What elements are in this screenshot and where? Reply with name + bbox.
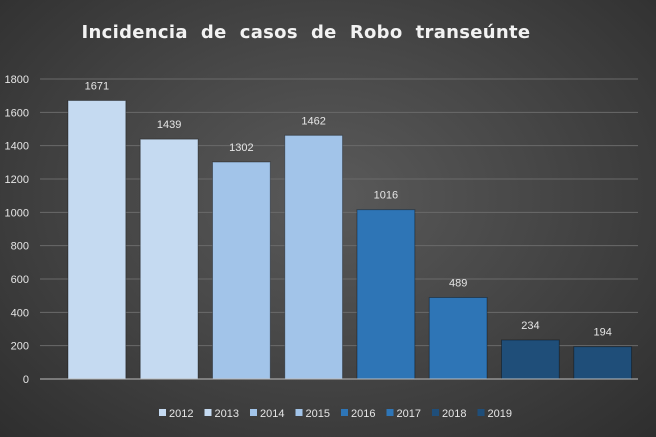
bar-2016 [356,209,416,380]
data-label-2014: 1302 [229,142,253,154]
legend-swatch-2014 [250,409,257,416]
bar-2017 [428,297,488,380]
y-tick-label: 1000 [5,207,29,219]
legend-label-2013: 2013 [215,408,239,420]
legend-swatch-2019 [477,409,485,416]
legend-label-2012: 2012 [169,408,193,420]
legend-swatch-2018 [432,409,439,416]
data-label-2012: 1671 [85,81,109,93]
y-tick-label: 1800 [5,74,29,86]
chart-title: Incidencia de casos de Robo transeúnte [82,22,531,43]
data-label-2013: 1439 [157,119,181,131]
y-tick-label: 1600 [5,107,29,119]
legend-label-2018: 2018 [442,408,466,420]
data-label-2019: 194 [593,327,611,339]
legend-swatch-2013 [204,409,212,416]
legend-label-2017: 2017 [397,408,421,420]
legend: 2012 2013 2014 2015 2016 2017 2018 2019 [159,408,512,420]
y-tick-label: 200 [11,341,29,353]
y-tick-label: 400 [11,307,29,319]
bar-2014 [212,161,271,380]
bar-2019 [573,346,633,380]
legend-label-2016: 2016 [351,408,375,420]
data-labels: 1671 1439 1302 1462 1016 489 234 194 [85,81,612,339]
legend-label-2019: 2019 [488,408,512,420]
data-label-2017: 489 [449,278,467,290]
legend-label-2015: 2015 [306,408,330,420]
y-tick-label: 600 [11,274,29,286]
data-label-2016: 1016 [374,190,398,202]
bar-2012 [67,100,127,380]
legend-swatch-2012 [159,409,166,416]
y-tick-label: 800 [11,241,29,253]
legend-label-2014: 2014 [260,408,284,420]
y-tick-label: 1400 [5,141,29,153]
data-label-2015: 1462 [301,115,325,127]
legend-swatch-2017 [386,409,394,416]
data-label-2018: 234 [521,320,539,332]
bar-2018 [501,339,560,380]
bar-2013 [139,138,199,380]
bars [67,100,633,380]
y-tick-label: 0 [23,374,29,386]
legend-swatch-2016 [341,409,348,416]
y-tick-label: 1200 [5,174,29,186]
legend-swatch-2015 [295,409,303,416]
y-axis-ticks: 0 200 400 600 800 1000 1200 1400 1600 1800 [5,74,29,386]
bar-2015 [284,134,344,380]
